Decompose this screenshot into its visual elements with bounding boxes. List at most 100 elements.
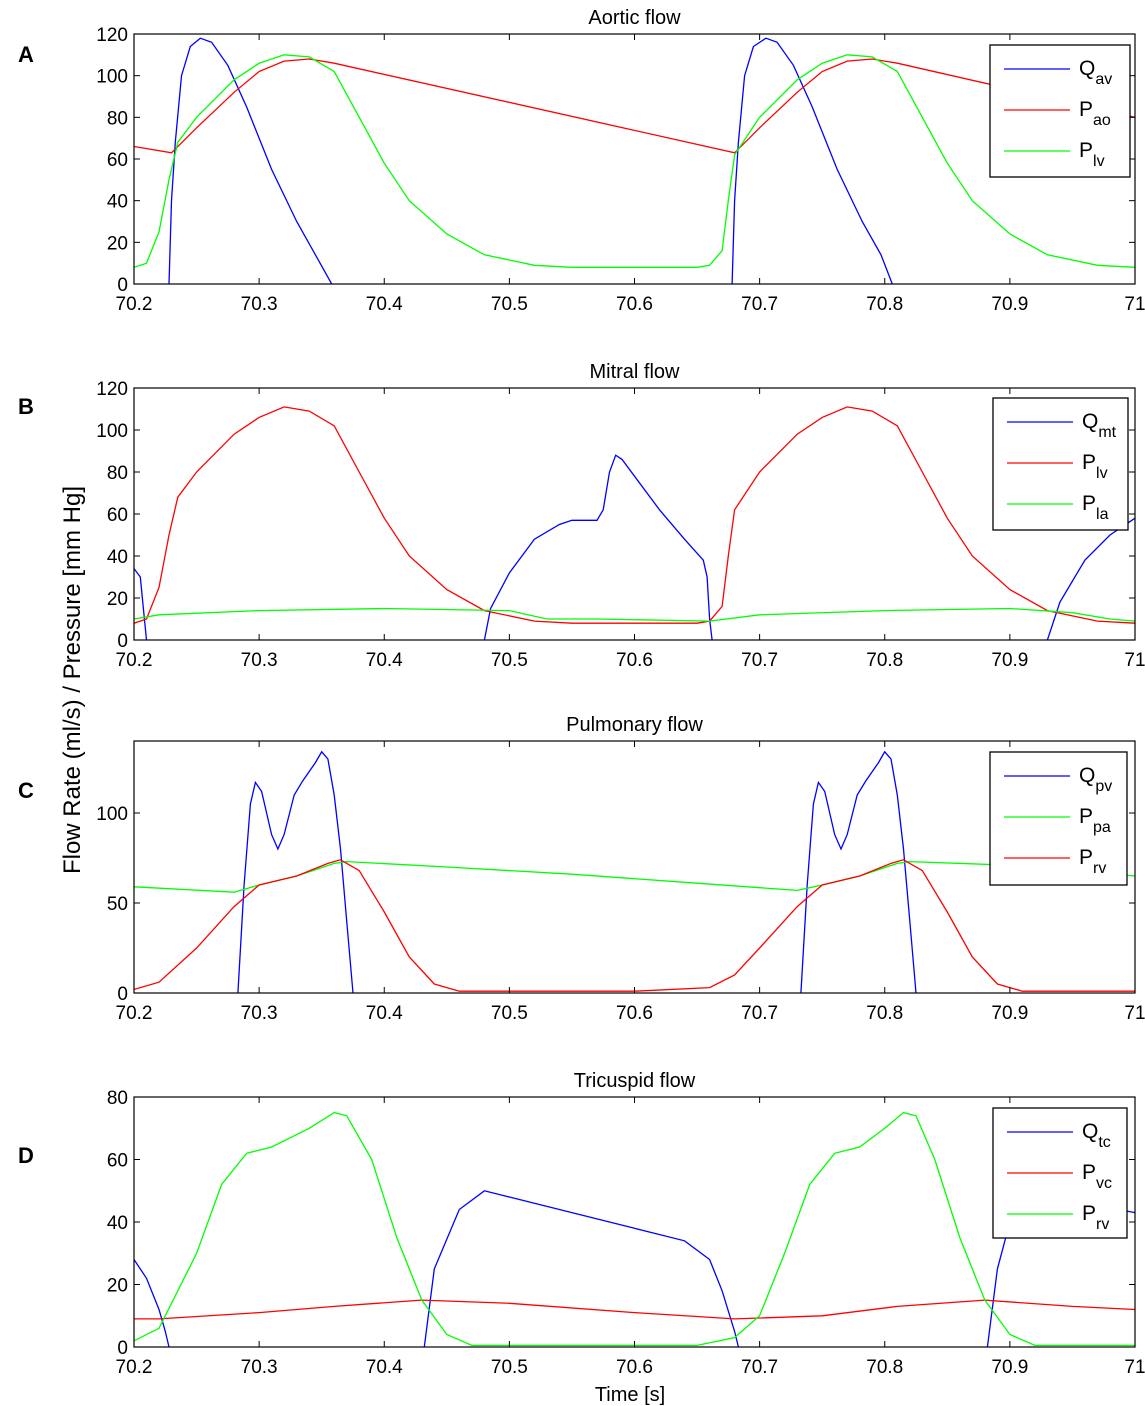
y-tick-label: 60 xyxy=(107,1151,128,1172)
y-tick-label: 120 xyxy=(96,379,128,400)
panel-letter: A xyxy=(18,42,34,67)
legend-box xyxy=(989,44,1131,178)
panel-letter: D xyxy=(18,1143,34,1168)
x-tick-label: 70.4 xyxy=(366,294,403,315)
panel-letter: C xyxy=(18,778,34,803)
x-tick-label: 70.5 xyxy=(491,1003,528,1024)
panel-b: B Mitral flow 70.2 70.3 70.4 70.5 70.6 70.7 70.8… xyxy=(18,361,1145,671)
x-tick-label: 70.8 xyxy=(866,294,903,315)
x-tick-label: 70.6 xyxy=(616,1357,653,1378)
y-tick-label: 0 xyxy=(117,275,128,296)
panel-a: A Aortic flow 70.2 70.3 70.4 70.5 70.6 70.7 70.8… xyxy=(18,7,1145,315)
y-tick-label: 100 xyxy=(96,804,128,825)
series-line-qmt xyxy=(1046,517,1135,640)
series-line-pvc xyxy=(134,1299,1135,1320)
x-tick-label: 70.9 xyxy=(991,294,1028,315)
y-tick-label: 60 xyxy=(107,150,128,171)
legend-subscript: lv xyxy=(1093,153,1105,170)
series-line-qav xyxy=(168,37,333,284)
series-line-qav xyxy=(731,37,893,284)
x-tick-label: 70.3 xyxy=(241,1003,278,1024)
legend-subscript: tc xyxy=(1098,1134,1110,1151)
x-tick-label: 70.4 xyxy=(366,1003,403,1024)
x-tick-label: 71 xyxy=(1124,650,1145,671)
legend-box xyxy=(992,397,1129,531)
panel-title: Mitral flow xyxy=(589,361,680,383)
series-line-qmt xyxy=(134,568,148,640)
panel-c: C Pulmonary flow 70.2 70.3 70.4 70.5 70.6 70.7 7… xyxy=(18,714,1145,1024)
y-tick-label: 0 xyxy=(117,1338,128,1359)
panel-letter: B xyxy=(18,394,34,419)
x-tick-label: 70.9 xyxy=(991,650,1028,671)
y-tick-label: 40 xyxy=(107,192,128,213)
series-line-qpv xyxy=(800,750,917,993)
x-tick-label: 70.7 xyxy=(741,650,778,671)
legend-subscript: ao xyxy=(1093,112,1111,129)
y-tick-label: 20 xyxy=(107,233,128,254)
legend-subscript: av xyxy=(1095,71,1112,88)
x-tick-label: 70.5 xyxy=(491,1357,528,1378)
legend-box xyxy=(989,751,1128,886)
legend-subscript: rv xyxy=(1096,1216,1109,1233)
axes-box xyxy=(133,1096,1136,1348)
x-tick-label: 70.6 xyxy=(616,1003,653,1024)
y-tick-label: 100 xyxy=(96,421,128,442)
x-tick-label: 70.3 xyxy=(241,1357,278,1378)
legend-subscript: lv xyxy=(1096,465,1108,482)
x-tick-label: 70.7 xyxy=(741,294,778,315)
axes-box xyxy=(133,387,1136,641)
y-tick-label: 0 xyxy=(117,984,128,1005)
y-tick-label: 80 xyxy=(107,1088,128,1109)
panel-title: Pulmonary flow xyxy=(566,714,703,736)
x-tick-label: 70.2 xyxy=(116,650,153,671)
y-tick-label: 0 xyxy=(117,631,128,652)
y-axis-label: Flow Rate (ml/s) / Pressure [mm Hg] xyxy=(59,486,86,874)
y-tick-label: 60 xyxy=(107,505,128,526)
x-tick-label: 70.4 xyxy=(366,650,403,671)
legend-subscript: la xyxy=(1096,506,1109,523)
x-tick-label: 70.4 xyxy=(366,1357,403,1378)
panel-title: Tricuspid flow xyxy=(574,1070,696,1092)
legend-subscript: pv xyxy=(1095,778,1112,795)
x-tick-label: 70.7 xyxy=(741,1003,778,1024)
x-tick-label: 70.2 xyxy=(116,1003,153,1024)
panel-title: Aortic flow xyxy=(588,7,681,29)
legend-subscript: pa xyxy=(1093,819,1111,836)
x-tick-label: 70.6 xyxy=(616,650,653,671)
x-tick-label: 70.7 xyxy=(741,1357,778,1378)
series-line-qpv xyxy=(237,750,354,993)
x-tick-label: 70.6 xyxy=(616,294,653,315)
series-line-pla xyxy=(134,607,1135,622)
x-tick-label: 70.5 xyxy=(491,650,528,671)
x-tick-label: 70.3 xyxy=(241,650,278,671)
y-tick-label: 20 xyxy=(107,589,128,610)
y-tick-label: 100 xyxy=(96,67,128,88)
axes-box xyxy=(133,740,1136,994)
y-tick-label: 40 xyxy=(107,547,128,568)
series-line-qtc xyxy=(423,1190,740,1347)
series-line-ppa xyxy=(134,860,1135,893)
x-tick-label: 71 xyxy=(1124,294,1145,315)
x-tick-label: 70.2 xyxy=(116,1357,153,1378)
axes-box xyxy=(133,33,1136,285)
y-tick-label: 80 xyxy=(107,108,128,129)
x-tick-label: 70.8 xyxy=(866,650,903,671)
y-tick-label: 80 xyxy=(107,463,128,484)
legend-subscript: vc xyxy=(1096,1175,1112,1192)
series-line-plv xyxy=(134,406,1135,624)
x-tick-label: 70.8 xyxy=(866,1003,903,1024)
legend-subscript: rv xyxy=(1093,860,1106,877)
x-tick-label: 70.8 xyxy=(866,1357,903,1378)
series-line-plv xyxy=(134,54,1135,268)
series-line-prv xyxy=(134,1111,1135,1347)
legend-subscript: mt xyxy=(1098,424,1116,441)
series-line-qmt xyxy=(483,454,713,640)
y-tick-label: 40 xyxy=(107,1213,128,1234)
y-tick-label: 50 xyxy=(107,894,128,915)
x-tick-label: 70.9 xyxy=(991,1003,1028,1024)
series-line-qtc xyxy=(134,1259,170,1347)
